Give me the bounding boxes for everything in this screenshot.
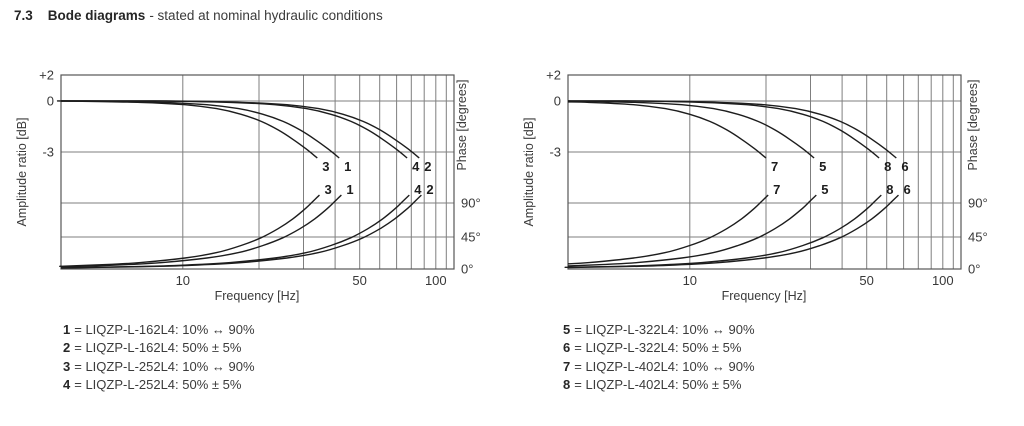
plot-area-right: 10 50 100 +2 0 -3 90° 45° 0° 7 7 5 5 8 86 6 <box>546 68 988 289</box>
phase-tick-label: 0° <box>461 262 473 277</box>
legend-curve-number: 6 <box>563 340 571 356</box>
amplitude-curve-number-3: 3 <box>322 159 329 174</box>
amplitude-curve-number-2: 2 <box>424 159 431 174</box>
amplitude-axis-label: Amplitude ratio [dB] <box>522 117 536 226</box>
legend-item: 8 = LIQZP-L-402L4: 50% ± 5% <box>563 376 755 394</box>
phase-curve-3 <box>59 194 320 268</box>
amplitude-curve-3 <box>56 100 318 159</box>
legend-curve-text: = LIQZP-L-252L4: 50% ± 5% <box>74 377 242 393</box>
phase-tick-label: 90° <box>461 196 481 211</box>
legend-curve-number: 8 <box>563 377 571 393</box>
section-title: 7.3 Bode diagrams - stated at nominal hydr… <box>14 8 383 23</box>
phase-tick-label: 45° <box>461 230 481 245</box>
legend-item: 5 = LIQZP-L-322L4: 10% ↔ 90% <box>563 321 755 339</box>
legend-curve-text: = LIQZP-L-322L4: 50% ± 5% <box>574 340 742 356</box>
section-number: 7.3 <box>14 8 33 23</box>
phase-curve-number-5: 5 <box>821 182 828 197</box>
legend-curve-number: 5 <box>563 322 571 337</box>
phase-curve-7 <box>567 194 769 265</box>
bode-chart-left: Amplitude ratio [dB] Phase [degrees] Fre… <box>15 68 481 304</box>
legend-curve-text: = LIQZP-L-322L4: 10% ↔ 90% <box>574 322 755 337</box>
legend-curve-text: = LIQZP-L-402L4: 50% ± 5% <box>574 377 742 393</box>
bode-chart-right: Amplitude ratio [dB] Phase [degrees] Fre… <box>522 68 988 304</box>
legend-curve-number: 7 <box>563 358 571 374</box>
phase-curve-number-1: 1 <box>346 182 353 197</box>
amplitude-tick-label: +2 <box>39 68 54 83</box>
amplitude-tick-label: 0 <box>554 94 561 109</box>
amplitude-curve-number-7: 7 <box>771 159 778 174</box>
legend-left: 1 = LIQZP-L-162L4: 10% ↔ 90% 2 = LIQZP-L-1… <box>63 321 255 395</box>
legend-curve-text: = LIQZP-L-252L4: 10% ↔ 90% <box>74 358 255 374</box>
phase-axis-label: Phase [degrees] <box>966 79 980 170</box>
amplitude-curve-number-5: 5 <box>819 159 826 174</box>
phase-curve-4 <box>60 194 410 269</box>
phase-curve-number-2: 2 <box>426 182 433 197</box>
phase-curve-6 <box>567 194 899 269</box>
amplitude-tick-label: -3 <box>42 145 54 160</box>
x-tick-label: 100 <box>425 273 447 288</box>
x-tick-label: 10 <box>683 273 697 288</box>
amplitude-curve-1 <box>60 100 340 159</box>
x-tick-label: 100 <box>932 273 954 288</box>
amplitude-curve-number-8: 8 <box>884 159 891 174</box>
phase-curve-1 <box>60 194 342 268</box>
legend-item: 1 = LIQZP-L-162L4: 10% ↔ 90% <box>63 321 255 339</box>
frequency-axis-label: Frequency [Hz] <box>722 289 807 303</box>
legend-curve-number: 1 <box>63 322 71 337</box>
plot-border <box>60 74 455 270</box>
legend-item: 2 = LIQZP-L-162L4: 50% ± 5% <box>63 339 255 357</box>
legend-curve-number: 4 <box>63 377 71 393</box>
phase-curve-number-7: 7 <box>773 182 780 197</box>
legend-item: 3 = LIQZP-L-252L4: 10% ↔ 90% <box>63 358 255 376</box>
x-tick-label: 50 <box>352 273 366 288</box>
amplitude-curve-number-6: 6 <box>901 159 908 174</box>
phase-curve-number-8: 8 <box>886 182 893 197</box>
amplitude-axis-label: Amplitude ratio [dB] <box>15 117 29 226</box>
phase-tick-label: 90° <box>968 196 988 211</box>
frequency-axis-label: Frequency [Hz] <box>215 289 300 303</box>
legend-curve-text: = LIQZP-L-162L4: 50% ± 5% <box>74 340 242 356</box>
amplitude-tick-label: -3 <box>549 145 561 160</box>
legend-item: 6 = LIQZP-L-322L4: 50% ± 5% <box>563 339 755 357</box>
amplitude-curve-number-4: 4 <box>412 159 420 174</box>
amplitude-curve-5 <box>567 100 815 159</box>
phase-tick-label: 0° <box>968 262 980 277</box>
section-subtitle: - stated at nominal hydraulic conditions <box>149 8 383 23</box>
legend-curve-text: = LIQZP-L-162L4: 10% ↔ 90% <box>74 322 255 337</box>
section-heading: Bode diagrams <box>47 8 146 23</box>
legend-right: 5 = LIQZP-L-322L4: 10% ↔ 90% 6 = LIQZP-L-3… <box>563 321 755 395</box>
amplitude-curve-4 <box>61 100 408 159</box>
plot-border <box>567 74 962 270</box>
phase-curve-number-4: 4 <box>414 182 422 197</box>
legend-curve-number: 2 <box>63 340 71 356</box>
x-tick-label: 10 <box>176 273 190 288</box>
amplitude-tick-label: 0 <box>47 94 54 109</box>
amplitude-curve-7 <box>567 101 767 159</box>
x-tick-label: 50 <box>859 273 873 288</box>
phase-curve-number-6: 6 <box>903 182 910 197</box>
legend-item: 4 = LIQZP-L-252L4: 50% ± 5% <box>63 376 255 394</box>
phase-tick-label: 45° <box>968 230 988 245</box>
legend-curve-number: 3 <box>63 358 71 374</box>
amplitude-tick-label: +2 <box>546 68 561 83</box>
amplitude-curve-8 <box>567 100 880 159</box>
amplitude-curve-6 <box>567 100 897 159</box>
phase-curve-5 <box>567 194 817 267</box>
legend-curve-text: = LIQZP-L-402L4: 10% ↔ 90% <box>574 358 755 374</box>
legend-item: 7 = LIQZP-L-402L4: 10% ↔ 90% <box>563 358 755 376</box>
phase-axis-label: Phase [degrees] <box>455 79 469 170</box>
phase-curve-number-3: 3 <box>324 182 331 197</box>
phase-curve-2 <box>60 194 422 269</box>
amplitude-curve-2 <box>61 100 420 159</box>
amplitude-curve-number-1: 1 <box>344 159 351 174</box>
